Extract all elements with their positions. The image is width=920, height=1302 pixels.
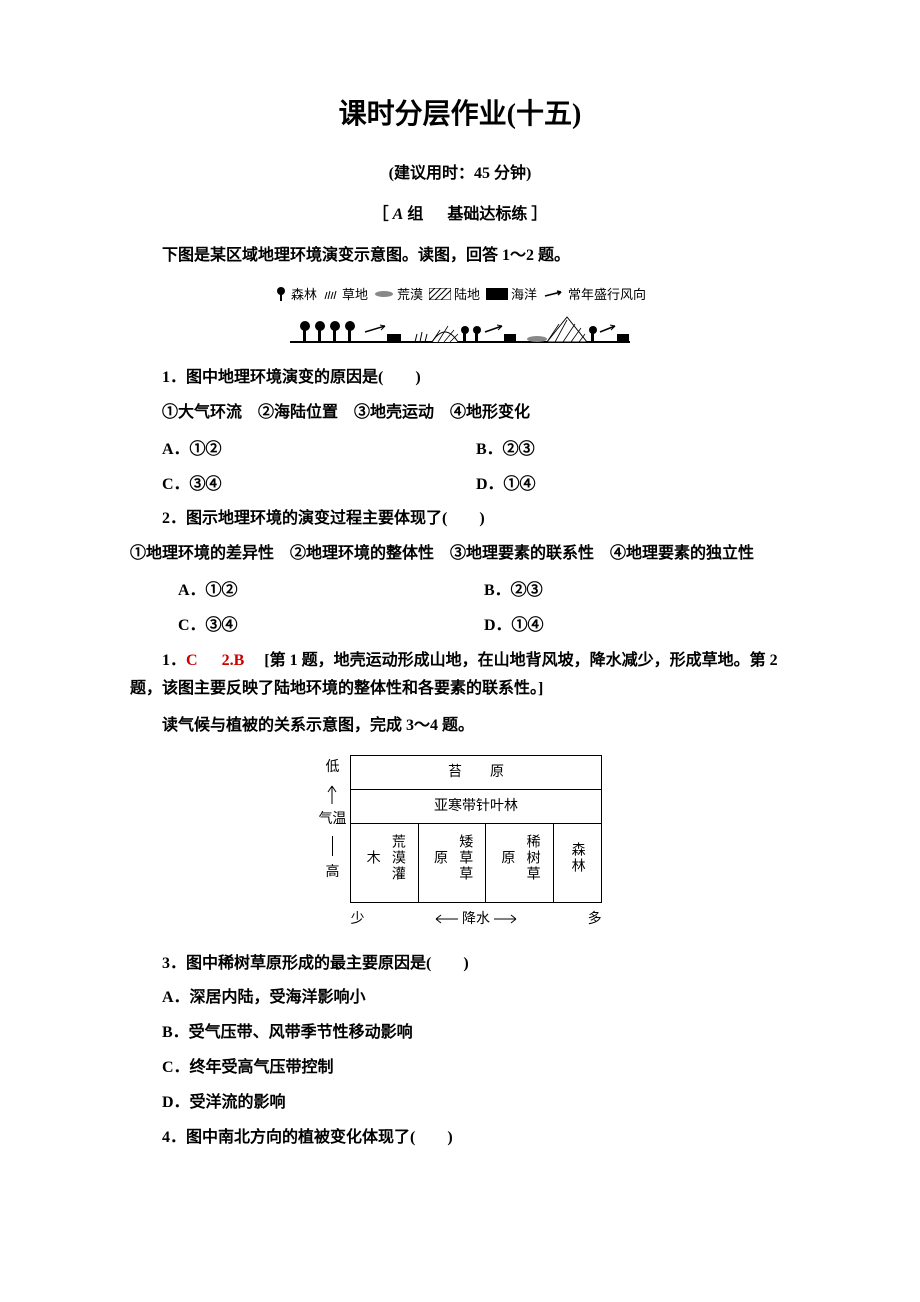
q3-optB: B．受气压带、风带季节性移动影响	[130, 1019, 790, 1048]
desert-icon	[374, 289, 394, 299]
terrain-diagram	[290, 312, 630, 352]
bracket-left: ［	[373, 206, 389, 223]
q2-sub: ①地理环境的差异性 ②地理环境的整体性 ③地理要素的联系性 ④地理要素的独立性	[130, 540, 790, 569]
a1-letter: C	[186, 652, 198, 669]
y-top: 低	[325, 755, 339, 780]
legend-ocean: 海洋	[486, 283, 537, 306]
x-axis: 少 降水 多	[350, 907, 601, 932]
arrow-up-icon	[326, 784, 338, 804]
cell-taiga: 亚寒带针叶林	[351, 790, 601, 824]
q1-optD: D．①④	[476, 471, 790, 500]
cell-desert: 荒漠灌木	[351, 824, 418, 902]
y-mid: 气温	[318, 807, 346, 832]
y-axis: 低 气温 高	[318, 755, 346, 885]
climate-diagram: 低 气温 高 苔 原 亚寒带针叶林 荒漠灌木 矮草草原 稀树草原 森林 少	[130, 755, 790, 932]
legend-forest: 森林	[274, 283, 317, 306]
wind-icon	[543, 288, 565, 300]
page-title: 课时分层作业(十五)	[130, 90, 790, 140]
legend-forest-label: 森林	[291, 283, 317, 306]
grass-icon	[323, 288, 339, 300]
figure-1: 森林 草地 荒漠 陆地 海洋 常年盛行风向	[130, 283, 790, 352]
legend-grass-label: 草地	[342, 283, 368, 306]
section-header: ［ A 组 基础达标练 ］	[130, 201, 790, 230]
legend-land: 陆地	[429, 283, 480, 306]
q1-stem: 1．图中地理环境演变的原因是( )	[130, 364, 790, 393]
q3-optD: D．受洋流的影响	[130, 1089, 790, 1118]
legend-row: 森林 草地 荒漠 陆地 海洋 常年盛行风向	[130, 283, 790, 306]
legend-grass: 草地	[323, 283, 368, 306]
tree-icon	[274, 286, 288, 302]
answer-1-2: 1．C 2.B [第 1 题，地壳运动形成山地，在山地背风坡，降水减少，形成草地…	[130, 647, 790, 705]
legend-ocean-label: 海洋	[511, 283, 537, 306]
group-text: 组	[407, 206, 423, 223]
subtitle: (建议用时：45 分钟)	[130, 160, 790, 189]
legend-desert: 荒漠	[374, 283, 423, 306]
q1-optB: B．②③	[476, 436, 790, 465]
q2-optD: D．①④	[484, 612, 790, 641]
bracket-right: ］	[531, 206, 547, 223]
q2-options-2: C．③④ D．①④	[130, 612, 790, 641]
section-name: 基础达标练	[447, 206, 527, 223]
q1-options-1: A．①② B．②③	[130, 436, 790, 465]
q2-stem: 2．图示地理环境的演变过程主要体现了( )	[130, 505, 790, 534]
intro-2: 读气候与植被的关系示意图，完成 3～4 题。	[130, 712, 790, 741]
q3-stem: 3．图中稀树草原形成的最主要原因是( )	[130, 950, 790, 979]
a2-label: 2.	[222, 652, 234, 669]
x-left: 少	[350, 907, 364, 932]
legend-wind-label: 常年盛行风向	[568, 283, 646, 306]
q1-optC: C．③④	[162, 471, 476, 500]
q2-optA: A．①②	[178, 577, 484, 606]
arrow-right-icon	[494, 914, 518, 924]
arrow-left-icon	[434, 914, 458, 924]
q3-optA: A．深居内陆，受海洋影响小	[130, 984, 790, 1013]
legend-desert-label: 荒漠	[397, 283, 423, 306]
intro-1: 下图是某区域地理环境演变示意图。读图，回答 1～2 题。	[130, 242, 790, 271]
q2-optB: B．②③	[484, 577, 790, 606]
land-icon	[429, 288, 451, 300]
cell-short-grass: 矮草草原	[418, 824, 485, 902]
q4-stem: 4．图中南北方向的植被变化体现了( )	[130, 1124, 790, 1153]
a1-label: 1．	[162, 652, 186, 669]
q1-options-2: C．③④ D．①④	[130, 471, 790, 500]
x-mid: 降水	[462, 907, 490, 932]
q3-optC: C．终年受高气压带控制	[130, 1054, 790, 1083]
x-right: 多	[588, 907, 602, 932]
cell-forest: 森林	[553, 824, 601, 902]
legend-wind: 常年盛行风向	[543, 283, 646, 306]
q2-options-1: A．①② B．②③	[130, 577, 790, 606]
q1-sub: ①大气环流 ②海陆位置 ③地壳运动 ④地形变化	[130, 399, 790, 428]
cell-savanna: 稀树草原	[486, 824, 553, 902]
group-letter: A	[393, 206, 404, 223]
a2-letter: B	[234, 652, 245, 669]
cell-tundra: 苔 原	[351, 755, 601, 789]
q2-optC: C．③④	[178, 612, 484, 641]
legend-land-label: 陆地	[454, 283, 480, 306]
ocean-icon	[486, 288, 508, 300]
q1-optA: A．①②	[162, 436, 476, 465]
climate-table: 苔 原 亚寒带针叶林 荒漠灌木 矮草草原 稀树草原 森林	[350, 755, 601, 903]
y-bottom: 高	[325, 860, 339, 885]
